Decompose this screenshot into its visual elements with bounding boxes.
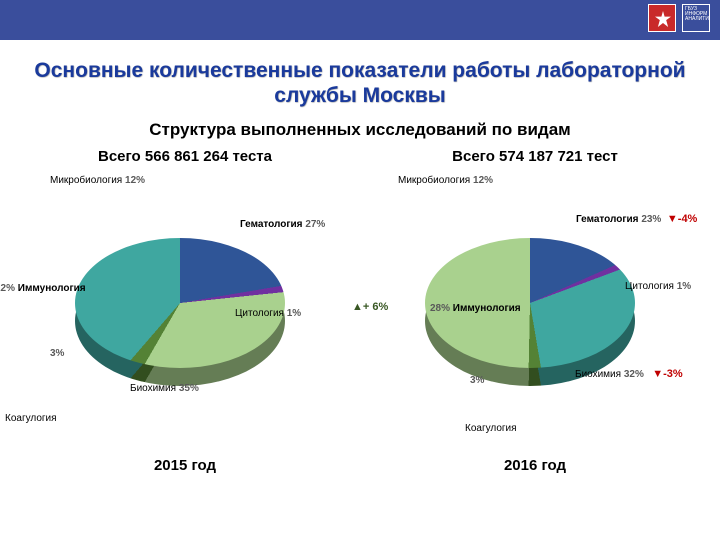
total-2016: Всего 574 187 721 тест xyxy=(360,148,710,165)
label-hema-2016: Гематология 23% ▼-4% xyxy=(576,213,697,225)
header-bar: ГБУЗ ИНФОРМ АНАЛИТИКА xyxy=(0,0,720,40)
label-immun-2016: 28% Иммунология xyxy=(430,303,521,314)
header-logo-group: ГБУЗ ИНФОРМ АНАЛИТИКА xyxy=(648,4,710,32)
moscow-emblem-icon xyxy=(648,4,676,32)
label-bioch-2015: Биохимия 35% xyxy=(130,383,199,394)
page-title: Основные количественные показатели работ… xyxy=(0,58,720,108)
chart-2015: Всего 566 861 264 теста Микробиология 12… xyxy=(10,148,360,474)
org-logo-icon: ГБУЗ ИНФОРМ АНАЛИТИКА xyxy=(682,4,710,32)
label-bioch-2016: Биохимия 32% ▼-3% xyxy=(575,368,683,380)
label-cyto-2015: Цитология 1% xyxy=(235,308,301,319)
label-cyto-2016: Цитология 1% xyxy=(625,281,691,292)
delta-bioch-down: ▼-3% xyxy=(652,368,682,380)
delta-immun-up: ▲+ 6% xyxy=(352,301,388,313)
pie-2015-area: Микробиология 12% Гематология 27% Цитоло… xyxy=(10,173,350,453)
page-subtitle: Структура выполненных исследований по ви… xyxy=(0,120,720,140)
year-2016: 2016 год xyxy=(360,457,710,474)
delta-hema-down: ▼-4% xyxy=(667,213,697,225)
year-2015: 2015 год xyxy=(10,457,360,474)
total-2015: Всего 566 861 264 теста xyxy=(10,148,360,165)
label-micro-2015: Микробиология 12% xyxy=(50,175,145,186)
label-immun-2015: 22% Иммунология xyxy=(0,283,86,294)
label-coag-pct-2016: 3% xyxy=(470,375,484,386)
charts-row: Всего 566 861 264 теста Микробиология 12… xyxy=(0,148,720,474)
pie-2016-area: Микробиология 12% Гематология 23% ▼-4% Ц… xyxy=(360,173,700,453)
pie-2015-top xyxy=(75,238,285,368)
label-coag-2016: Коагулогия xyxy=(465,423,517,434)
label-coag-2015: Коагулогия xyxy=(5,413,57,424)
label-micro-2016: Микробиология 12% xyxy=(398,175,493,186)
label-coag-pct-2015: 3% xyxy=(50,348,64,359)
label-hema-2015: Гематология 27% xyxy=(240,219,325,230)
chart-2016: Всего 574 187 721 тест Микробиология 12%… xyxy=(360,148,710,474)
